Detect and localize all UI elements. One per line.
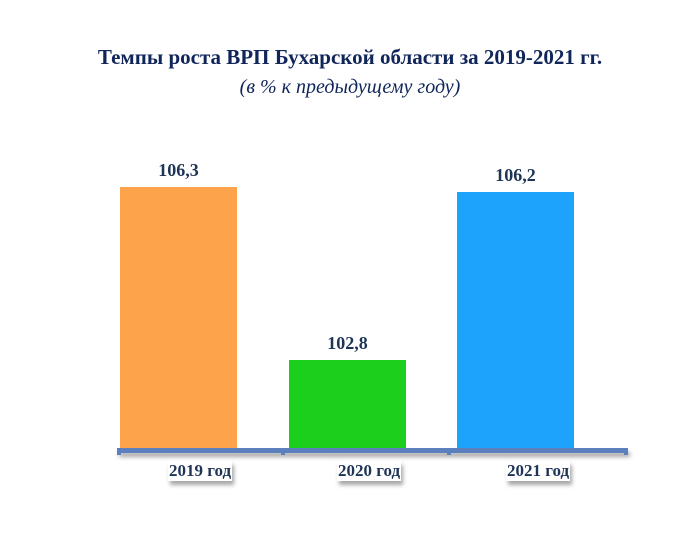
chart-title: Темпы роста ВРП Бухарской области за 201… [97,45,603,69]
bar-value-label-2019: 106,3 [158,160,199,180]
x-axis-tick [447,449,451,455]
bar-value-label-2021: 106,2 [495,165,536,185]
x-axis-label-2019: 2019 год [168,461,233,481]
x-axis-tick [281,449,285,455]
chart-subtitle: (в % к предыдущему году) [239,76,461,98]
x-axis-label-2020: 2020 год [337,461,402,481]
x-axis-label-2021: 2021 год [506,461,571,481]
bar-value-label-2020: 102,8 [327,333,368,353]
bar-2020 [289,360,406,448]
x-axis-tick [624,449,628,455]
bar-2019 [120,187,237,448]
x-axis-line [117,448,628,453]
x-axis-tick [117,449,121,455]
bar-2021 [457,192,574,448]
